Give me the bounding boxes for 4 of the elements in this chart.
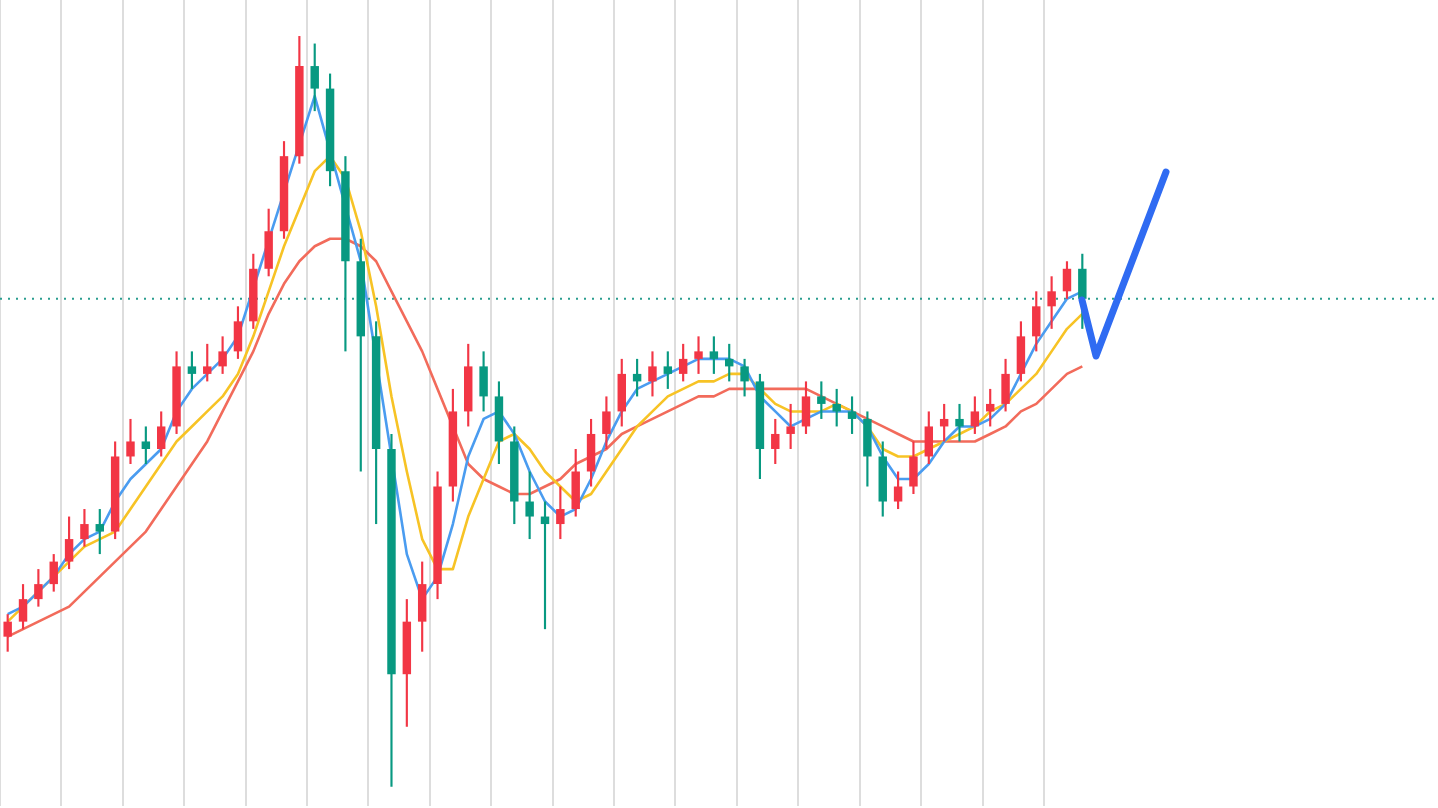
candlestick bbox=[694, 336, 703, 374]
candlestick bbox=[126, 418, 135, 464]
candlestick bbox=[648, 351, 657, 397]
candlestick bbox=[955, 403, 964, 442]
